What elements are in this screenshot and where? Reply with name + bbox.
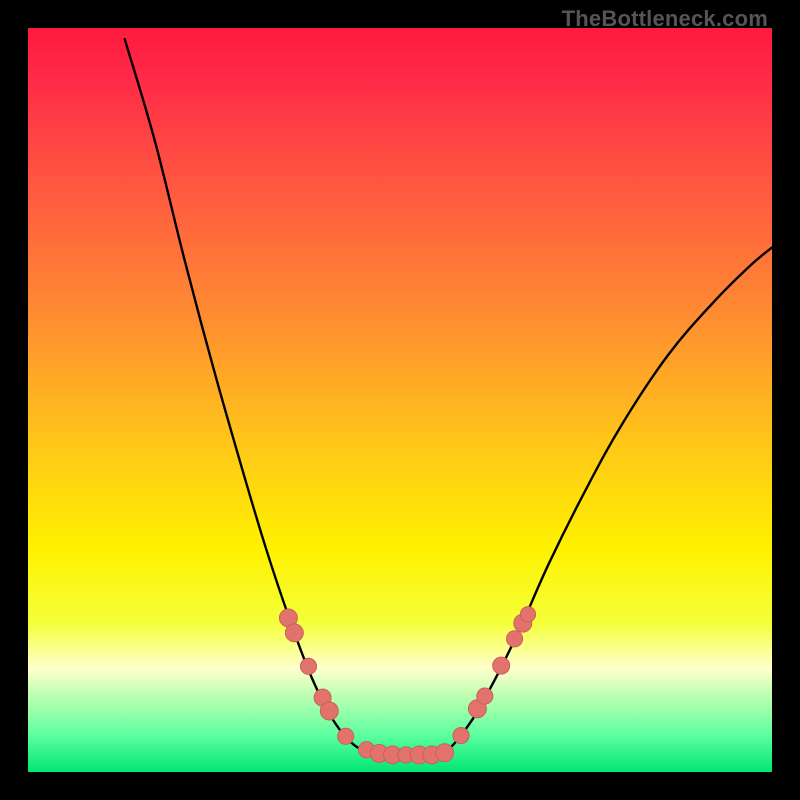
data-marker	[493, 657, 510, 674]
bottleneck-chart: TheBottleneck.com	[0, 0, 800, 800]
chart-svg	[0, 0, 800, 800]
data-marker	[338, 728, 354, 744]
data-marker	[520, 607, 535, 622]
data-marker	[436, 744, 454, 762]
data-marker	[453, 727, 469, 743]
data-marker	[506, 631, 522, 647]
data-marker	[477, 688, 493, 704]
data-marker	[300, 658, 316, 674]
data-marker	[320, 702, 338, 720]
data-marker	[285, 624, 303, 642]
gradient-background	[28, 28, 772, 772]
